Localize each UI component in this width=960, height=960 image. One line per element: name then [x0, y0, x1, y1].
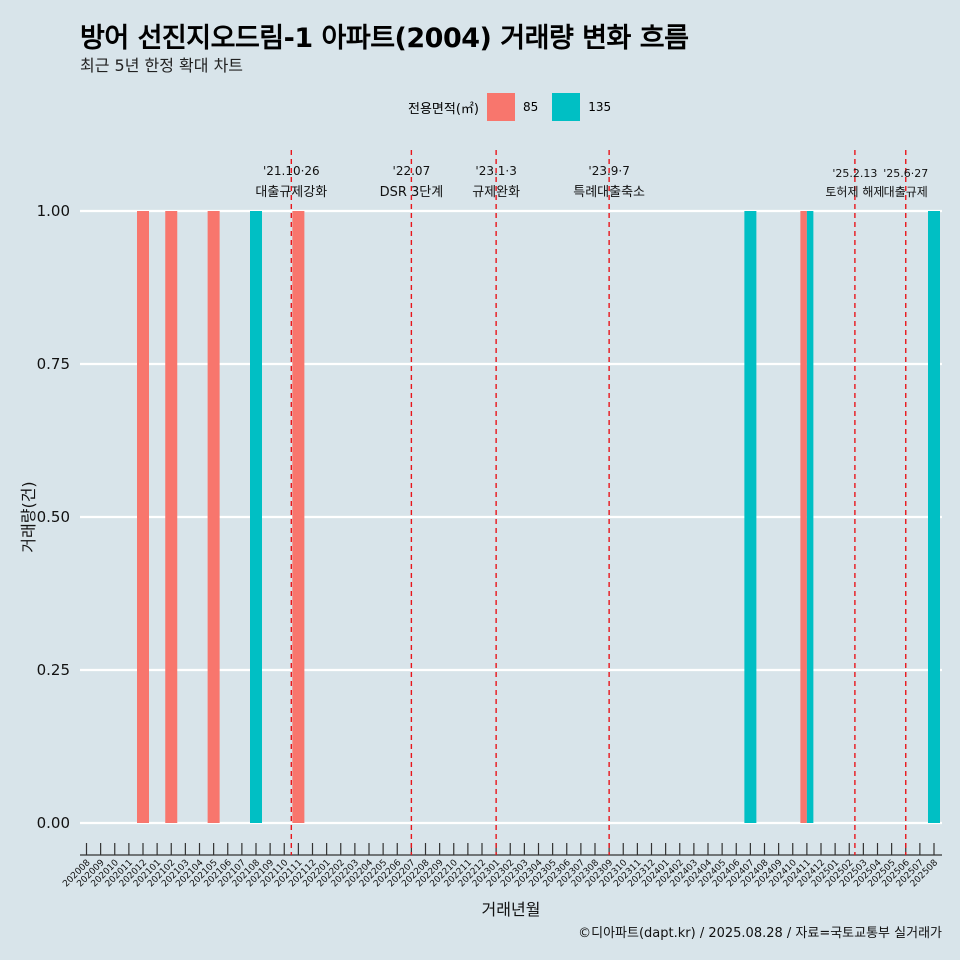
y-tick-label: 0.75 — [37, 355, 70, 373]
legend-title: 전용면적(㎡) — [408, 101, 479, 117]
event-date-label: '23.1·3 — [475, 164, 516, 178]
bar-202102-85 — [165, 211, 178, 823]
event-name-label: 대출규제 — [884, 185, 928, 199]
event-date-label: '22.07 — [393, 164, 431, 178]
legend-label-135: 135 — [588, 100, 612, 114]
bar-202111-85 — [292, 211, 305, 823]
bar-202508-135 — [928, 211, 940, 823]
event-name-label: 특례대출축소 — [573, 185, 645, 200]
y-tick-label: 1.00 — [37, 202, 70, 220]
source-caption: ©디아파트(dapt.kr) / 2025.08.28 / 자료=국토교통부 실… — [578, 926, 942, 941]
bar-202105-85 — [207, 211, 220, 823]
bar-202108-135 — [250, 211, 262, 823]
y-axis-title: 거래량(건) — [19, 481, 38, 552]
event-date-label: '23.9·7 — [588, 164, 629, 178]
legend: 전용면적(㎡) 85 135 — [408, 92, 625, 122]
event-date-label: '21.10·26 — [263, 164, 320, 178]
y-tick-label: 0.00 — [37, 814, 70, 832]
y-tick-label: 0.25 — [37, 661, 70, 679]
event-name-label: 규제완화 — [472, 185, 520, 200]
legend-swatch-85 — [486, 93, 515, 121]
bar-202407-135 — [744, 211, 757, 823]
bar-202012-85 — [137, 211, 149, 823]
event-name-label: DSR 3단계 — [380, 185, 444, 200]
bar-202411-135 — [806, 211, 814, 823]
legend-swatch-135 — [552, 93, 581, 121]
legend-label-85: 85 — [522, 100, 539, 114]
chart-title: 방어 선진지오드림-1 아파트(2004) 거래량 변화 흐름 — [80, 23, 689, 54]
event-date-label: '25.2.13 — [832, 167, 877, 180]
event-date-label: '25.6·27 — [883, 167, 928, 180]
bar-202411-85 — [800, 211, 807, 823]
event-name-label: 토허제 해제 — [825, 185, 884, 199]
x-axis-title: 거래년월 — [482, 900, 541, 919]
chart-subtitle: 최근 5년 한정 확대 차트 — [80, 56, 244, 75]
y-tick-label: 0.50 — [37, 508, 70, 526]
event-name-label: 대출규제강화 — [255, 185, 327, 200]
